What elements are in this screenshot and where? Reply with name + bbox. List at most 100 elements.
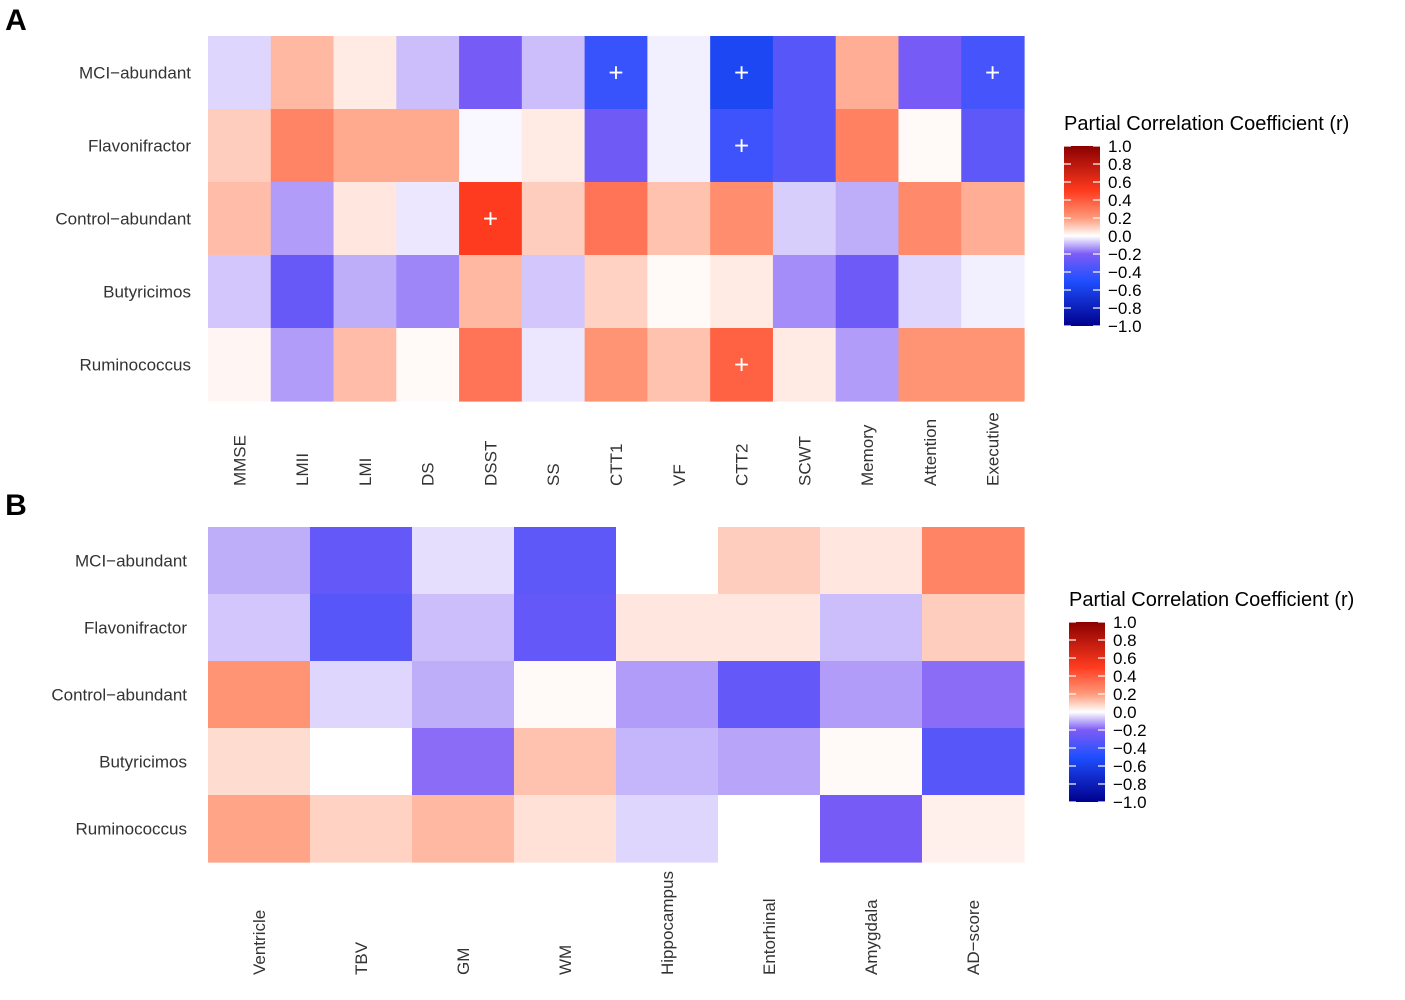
heatmap-cell (820, 795, 923, 863)
heatmap-cell (710, 109, 774, 183)
heatmap-cell (459, 255, 523, 329)
column-label: MMSE (230, 435, 249, 486)
colorbar-tick-label: −0.4 (1108, 263, 1142, 282)
heatmap-cell (521, 36, 586, 110)
heatmap-cell (208, 795, 311, 863)
heatmap-cell (710, 328, 774, 402)
row-label: Butyricimos (103, 283, 191, 302)
colorbar-tick-label: −1.0 (1108, 317, 1142, 336)
colorbar-tick-label: 0.6 (1113, 649, 1137, 668)
colorbar-tick-label: 0.2 (1108, 209, 1132, 228)
heatmap-cell (898, 36, 962, 110)
row-label: Butyricimos (99, 753, 187, 772)
column-label: LMI (356, 458, 375, 486)
colorbar-tick-label: 0.2 (1113, 685, 1137, 704)
heatmap-cell (310, 527, 413, 595)
heatmap-cell (835, 328, 900, 402)
column-label: CTT2 (733, 444, 752, 487)
heatmap-cell (772, 109, 837, 183)
heatmap-cell (647, 109, 711, 183)
colorbar-tick-label: −1.0 (1113, 793, 1147, 812)
colorbar-tick-label: −0.4 (1113, 739, 1147, 758)
heatmap-cell (584, 255, 648, 329)
heatmap-cell (208, 661, 311, 729)
heatmap-cell (310, 594, 413, 662)
colorbar-tick-label: 0.8 (1113, 631, 1137, 650)
heatmap-cell (961, 182, 1025, 256)
colorbar-tick-label: −0.8 (1113, 775, 1147, 794)
heatmap-cell (396, 255, 460, 329)
heatmap-cell (412, 661, 515, 729)
heatmap-cell (514, 527, 617, 595)
heatmap-cell (333, 328, 397, 402)
colorbar-tick-label: −0.2 (1108, 245, 1142, 264)
row-label: MCI−abundant (75, 552, 187, 571)
heatmap-cell (396, 328, 460, 402)
heatmap-cell (835, 109, 900, 183)
heatmap-cell (396, 36, 460, 110)
heatmap-cell (514, 795, 617, 863)
colorbar-tick-label: 0.8 (1108, 155, 1132, 174)
heatmap-cell (922, 527, 1025, 595)
heatmap-cell (772, 328, 837, 402)
heatmap-cell (898, 255, 962, 329)
row-label: Control−abundant (51, 686, 187, 705)
heatmap-cell (616, 795, 719, 863)
heatmap-cell (718, 795, 821, 863)
heatmap-cell (772, 36, 837, 110)
heatmap-cell (459, 109, 523, 183)
heatmap-cell (208, 182, 272, 256)
heatmap-cell (459, 36, 523, 110)
heatmap-cell (718, 728, 821, 796)
column-label: TBV (352, 941, 371, 975)
legend-title: Partial Correlation Coefficient (r) (1069, 589, 1354, 611)
heatmap-cell (514, 661, 617, 729)
column-label: GM (454, 948, 473, 975)
heatmap-cell (710, 36, 774, 110)
heatmap-cell (647, 328, 711, 402)
heatmap-cell (412, 594, 515, 662)
heatmap-cell (521, 255, 586, 329)
heatmap-cell (961, 109, 1025, 183)
column-label: DS (419, 462, 438, 486)
heatmap-cell (514, 594, 617, 662)
heatmap-cell (396, 109, 460, 183)
heatmap-cell (270, 109, 335, 183)
colorbar-tick-label: −0.6 (1108, 281, 1142, 300)
colorbar-tick-label: 1.0 (1113, 613, 1137, 632)
column-label: Executive (984, 412, 1003, 486)
heatmap-cell (521, 182, 586, 256)
row-label: Control−abundant (55, 210, 191, 229)
heatmap-cell (710, 182, 774, 256)
column-label: Hippocampus (658, 871, 677, 975)
heatmap-cell (647, 36, 711, 110)
column-label: Ventricle (250, 910, 269, 975)
column-label: AD−score (964, 900, 983, 975)
heatmap-cell (521, 328, 586, 402)
heatmap-cell (718, 594, 821, 662)
column-label: Entorhinal (760, 898, 779, 975)
heatmap-cell (270, 328, 335, 402)
heatmap-cell (616, 527, 719, 595)
heatmap-cell (396, 182, 460, 256)
heatmap-cell (922, 661, 1025, 729)
heatmap-cell (961, 36, 1025, 110)
panel-label: B (5, 489, 27, 522)
column-label: CTT1 (607, 444, 626, 487)
heatmap-cell (208, 36, 272, 110)
heatmap-cell (820, 594, 923, 662)
heatmap-cell (647, 182, 711, 256)
heatmap-cell (270, 182, 335, 256)
heatmap-cell (584, 36, 648, 110)
column-label: SCWT (795, 436, 814, 486)
heatmap-cell (270, 36, 335, 110)
row-label: Flavonifractor (84, 619, 187, 638)
heatmap-cell (412, 527, 515, 595)
heatmap-cell (835, 255, 900, 329)
colorbar-tick-label: 0.0 (1113, 703, 1137, 722)
significance-marker: + (985, 58, 1000, 88)
heatmap-cell (922, 795, 1025, 863)
heatmap-cell (412, 728, 515, 796)
colorbar-tick-label: 0.0 (1108, 227, 1132, 246)
